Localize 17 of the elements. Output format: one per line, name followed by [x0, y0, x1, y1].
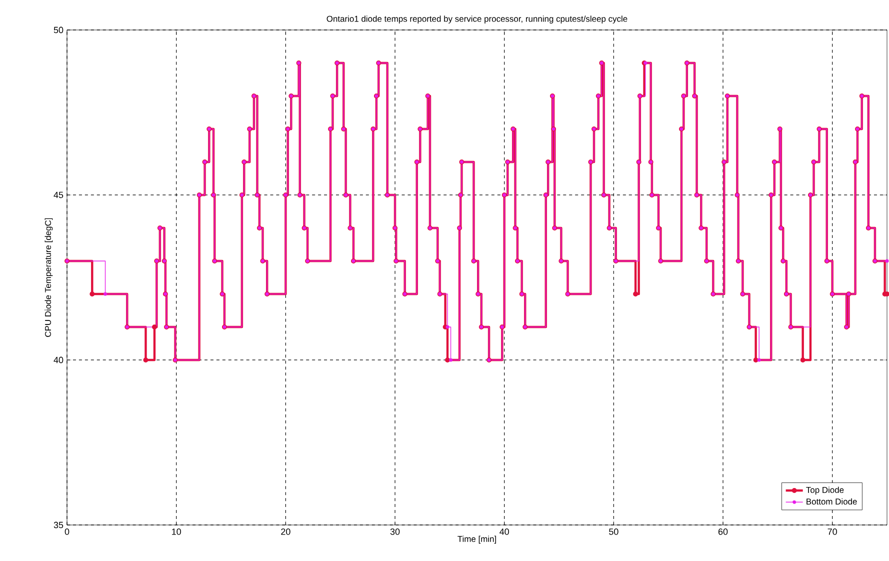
- legend-label: Top Diode: [806, 486, 844, 495]
- x-tick-label: 10: [172, 528, 181, 535]
- x-tick-label: 30: [390, 528, 400, 535]
- chart-title: Ontario1 diode temps reported by service processor, running cputest/sleep cycle: [326, 16, 628, 24]
- y-tick-label: 50: [54, 26, 64, 34]
- x-tick-label: 0: [64, 528, 70, 535]
- x-tick-label: 50: [609, 528, 618, 535]
- y-tick-label: 40: [54, 356, 64, 364]
- x-tick-label: 20: [281, 528, 290, 535]
- x-tick-label: 60: [718, 528, 728, 535]
- y-tick-label: 45: [54, 192, 64, 198]
- x-axis-title: Time [min]: [458, 536, 496, 544]
- y-axis-title: CPU Diode Temperature [degC]: [44, 218, 53, 337]
- legend-label: Bottom Diode: [806, 498, 857, 505]
- y-tick-label: 35: [54, 522, 64, 528]
- x-tick-label: 70: [828, 528, 837, 535]
- x-tick-label: 40: [500, 528, 509, 535]
